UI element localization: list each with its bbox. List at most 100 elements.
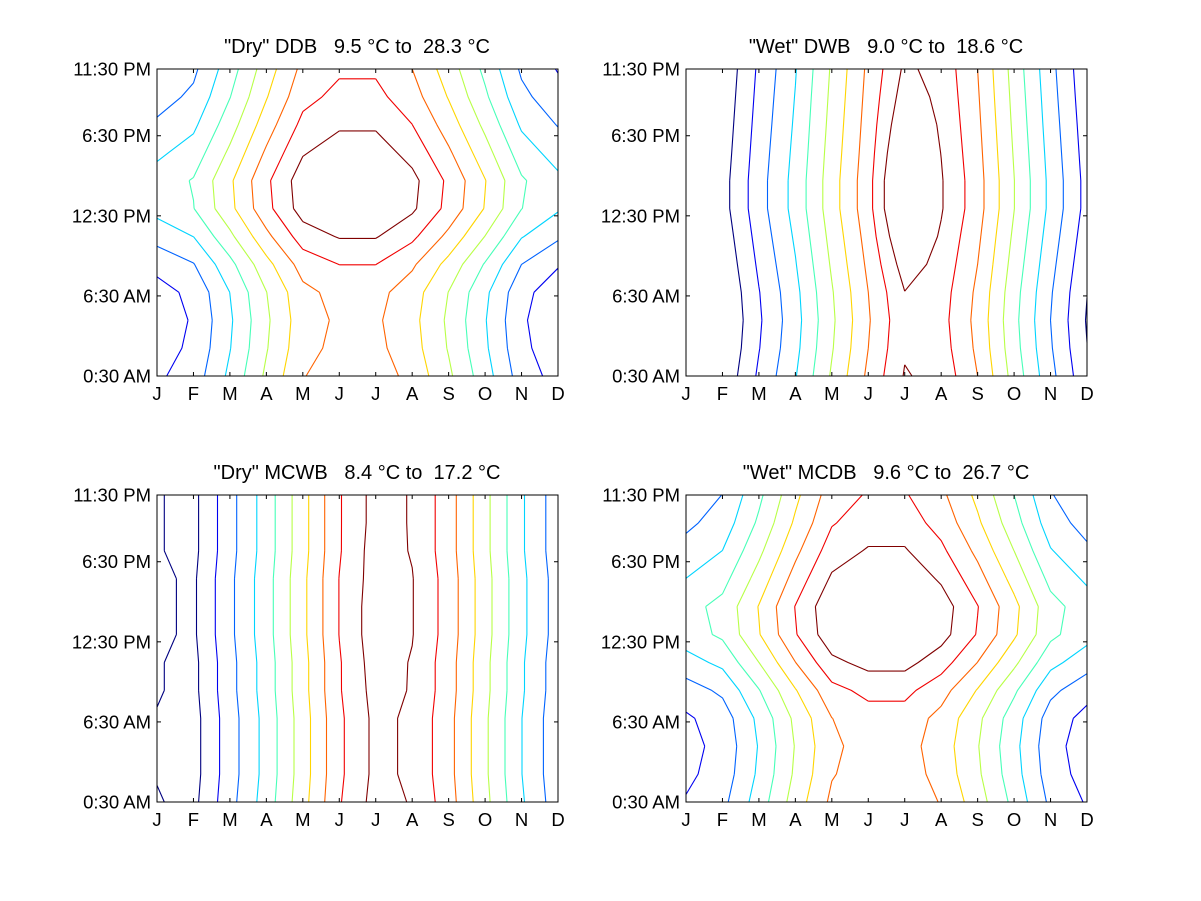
y-tick-label: 12:30 PM <box>72 205 151 226</box>
plot-frame-wet-mcdb <box>685 494 1088 803</box>
contour-level-9-dry-ddb <box>270 78 445 266</box>
x-tick-label: J <box>900 383 909 404</box>
plot-frame-wet-dwb <box>685 68 1088 377</box>
x-tick-label: D <box>1080 809 1093 830</box>
contour-level-9-wet-dwb <box>872 68 966 377</box>
contour-level-7-wet-mcdb <box>757 494 1020 803</box>
x-tick-label: M <box>824 809 839 830</box>
contour-level-6-dry-ddb <box>212 68 506 377</box>
x-tick-label: F <box>717 809 728 830</box>
x-tick-label: J <box>371 809 380 830</box>
plot-frame-dry-ddb <box>156 68 559 377</box>
x-tick-label: A <box>260 383 273 404</box>
x-tick-label: M <box>751 383 766 404</box>
y-tick-label: 0:30 AM <box>83 366 151 387</box>
contour-level-2-dry-mcwb <box>214 495 221 803</box>
x-tick-label: N <box>1044 809 1057 830</box>
contour-level-4-wet-mcdb <box>685 494 1088 803</box>
y-axis-ticks-wet-dwb: 0:30 AM 6:30 AM 12:30 PM 6:30 PM 11:30 PM <box>601 59 1087 387</box>
y-tick-label: 0:30 AM <box>83 792 151 813</box>
y-tick-label: 11:30 PM <box>602 59 680 80</box>
x-tick-label: J <box>864 809 873 830</box>
x-tick-label: J <box>335 809 344 830</box>
y-tick-label: 6:30 AM <box>83 285 151 306</box>
contour-level-7-dry-ddb <box>232 68 487 377</box>
contour-level-8-wet-mcdb <box>775 494 1000 803</box>
y-tick-label: 12:30 PM <box>601 631 680 652</box>
y-tick-label: 0:30 AM <box>612 366 680 387</box>
x-tick-label: N <box>515 809 528 830</box>
y-tick-label: 12:30 PM <box>72 631 151 652</box>
contour-level-2-wet-dwb <box>747 68 1082 377</box>
y-tick-label: 6:30 AM <box>612 285 680 306</box>
contour-level-1-wet-dwb <box>729 68 1088 377</box>
x-tick-label: D <box>551 809 564 830</box>
y-axis-ticks-dry-mcwb: 0:30 AM 6:30 AM 12:30 PM 6:30 PM 11:30 PM <box>72 485 558 813</box>
x-tick-label: D <box>551 383 564 404</box>
contour-level-8-dry-ddb <box>251 68 466 377</box>
contour-lines-dry-ddb <box>156 68 559 377</box>
contour-level-6-wet-mcdb <box>736 494 1039 803</box>
chart-title-dry-mcwb: "Dry" MCWB 8.4 °C to 17.2 °C <box>214 462 501 484</box>
x-tick-label: O <box>478 383 492 404</box>
chart-title-wet-dwb: "Wet" DWB 9.0 °C to 18.6 °C <box>749 36 1023 58</box>
x-tick-label: A <box>406 809 419 830</box>
contour-level-10-dry-mcwb <box>361 495 414 803</box>
contour-level-5-dry-mcwb <box>272 495 510 803</box>
contour-level-4-dry-mcwb <box>253 495 528 803</box>
x-tick-label: O <box>1007 809 1021 830</box>
contour-level-4-dry-ddb <box>156 68 559 377</box>
contour-level-6-dry-mcwb <box>289 495 493 803</box>
y-tick-label: 11:30 PM <box>73 485 151 506</box>
plot-area-dry-ddb <box>156 68 559 377</box>
x-tick-label: J <box>152 809 161 830</box>
x-tick-label: A <box>260 809 273 830</box>
y-tick-label: 6:30 PM <box>82 125 151 146</box>
contour-level-7-dry-mcwb <box>306 495 476 803</box>
x-tick-label: M <box>295 809 310 830</box>
x-tick-label: D <box>1080 383 1093 404</box>
x-tick-label: N <box>515 383 528 404</box>
contour-level-5-wet-dwb <box>805 68 1031 377</box>
y-axis-ticks-dry-ddb: 0:30 AM 6:30 AM 12:30 PM 6:30 PM 11:30 PM <box>72 59 558 387</box>
x-tick-label: A <box>406 383 419 404</box>
contour-level-1-dry-mcwb <box>156 495 202 803</box>
contour-level-6-wet-dwb <box>822 68 1015 377</box>
x-tick-label: M <box>222 809 237 830</box>
y-tick-label: 6:30 PM <box>611 551 680 572</box>
x-tick-label: S <box>442 383 454 404</box>
y-tick-label: 6:30 AM <box>612 711 680 732</box>
x-tick-label: M <box>751 809 766 830</box>
x-tick-label: M <box>295 383 310 404</box>
y-tick-label: 6:30 PM <box>611 125 680 146</box>
contour-level-5-wet-mcdb <box>705 494 1066 803</box>
contour-level-4-wet-dwb <box>787 68 1047 377</box>
contour-lines-wet-dwb <box>729 68 1088 377</box>
x-tick-label: J <box>681 809 690 830</box>
contour-level-10-wet-mcdb <box>814 545 955 672</box>
panel-dry-ddb: "Dry" DDB 9.5 °C to 28.3 °C J F M A M J J A S O N D… <box>72 36 565 404</box>
contour-level-7-wet-dwb <box>839 68 1000 377</box>
contour-level-9-dry-mcwb <box>338 495 439 803</box>
x-tick-label: J <box>371 383 380 404</box>
y-tick-label: 6:30 PM <box>82 551 151 572</box>
plot-frame-dry-mcwb <box>156 494 559 803</box>
x-tick-label: N <box>1044 383 1057 404</box>
x-tick-label: S <box>971 383 983 404</box>
x-tick-label: A <box>935 809 948 830</box>
x-tick-label: O <box>478 809 492 830</box>
x-tick-label: M <box>824 383 839 404</box>
contour-level-3-wet-mcdb <box>685 494 1088 803</box>
x-tick-label: F <box>188 809 199 830</box>
y-tick-label: 11:30 PM <box>73 59 151 80</box>
y-axis-ticks-wet-mcdb: 0:30 AM 6:30 AM 12:30 PM 6:30 PM 11:30 PM <box>601 485 1087 813</box>
x-tick-label: A <box>789 383 802 404</box>
contour-level-5-dry-ddb <box>188 68 528 377</box>
contour-lines-dry-mcwb <box>156 495 549 803</box>
x-tick-label: S <box>442 809 454 830</box>
contour-level-10-wet-dwb <box>883 68 944 377</box>
